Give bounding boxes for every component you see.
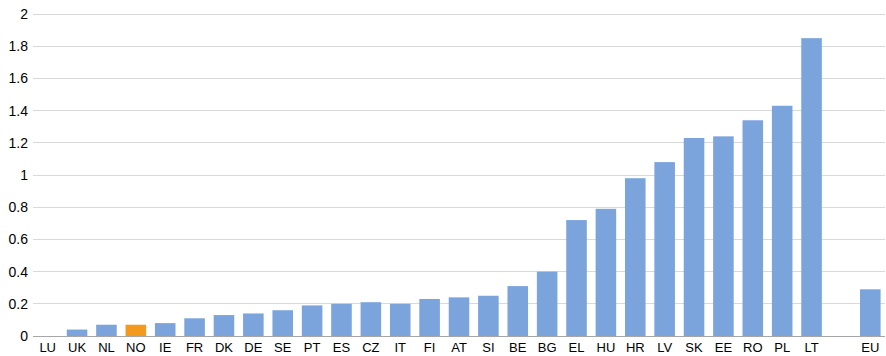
y-tick-label: 0.8 — [9, 199, 29, 215]
bar — [67, 330, 88, 336]
bar — [860, 289, 881, 336]
y-tick-label: 0.2 — [9, 296, 29, 312]
x-tick-label: PT — [304, 340, 321, 355]
bar — [243, 313, 264, 336]
x-tick-label: HU — [597, 340, 616, 355]
bar — [478, 296, 499, 336]
y-tick-label: 1 — [20, 167, 28, 183]
bar — [155, 323, 176, 336]
x-tick-label: SI — [482, 340, 494, 355]
x-tick-label: NL — [98, 340, 115, 355]
x-tick-label: ES — [333, 340, 351, 355]
x-tick-label: SK — [685, 340, 703, 355]
x-tick-label: LU — [39, 340, 56, 355]
bar — [361, 302, 382, 336]
x-tick-label: FI — [424, 340, 436, 355]
x-tick-label: AT — [451, 340, 467, 355]
bar — [684, 138, 705, 336]
bar — [625, 178, 646, 336]
y-tick-label: 0.4 — [9, 264, 29, 280]
bar — [390, 304, 411, 336]
x-tick-label: CZ — [362, 340, 379, 355]
x-tick-label: EE — [715, 340, 733, 355]
grid-line — [33, 110, 885, 111]
chart: 0 0.2 0.4 0.6 0.8 1 1.2 1.4 1.6 1.8 2 LU UK NL NO IE FR D… — [0, 0, 886, 356]
x-tick-label: PL — [774, 340, 790, 355]
x-tick-label: IT — [394, 340, 406, 355]
x-tick-label: DK — [215, 340, 233, 355]
bar — [214, 315, 235, 336]
y-tick-label: 1.2 — [9, 135, 29, 151]
bar — [537, 272, 558, 336]
y-tick-label: 1.4 — [9, 103, 29, 119]
x-tick-label: BG — [538, 340, 557, 355]
grid-line — [33, 14, 885, 15]
bar — [507, 286, 528, 336]
x-tick-label: LV — [657, 340, 672, 355]
bar — [419, 299, 440, 336]
bar — [801, 38, 822, 336]
bar — [331, 304, 352, 336]
x-tick-label: HR — [626, 340, 645, 355]
x-tick-label: BE — [509, 340, 527, 355]
bar — [37, 336, 58, 337]
bar — [302, 305, 323, 336]
bar — [126, 325, 147, 336]
bar — [654, 162, 675, 336]
bar — [184, 318, 205, 336]
x-tick-label: UK — [68, 340, 86, 355]
x-tick-label: SE — [274, 340, 292, 355]
grid-line — [33, 78, 885, 79]
x-tick-label: LT — [804, 340, 818, 355]
x-tick-label: EU — [861, 340, 879, 355]
y-tick-label: 1.6 — [9, 70, 29, 86]
bars — [67, 38, 881, 336]
y-tick-label: 0 — [20, 328, 28, 344]
bar — [566, 220, 587, 336]
x-tick-label: NO — [126, 340, 146, 355]
x-tick-label: EL — [569, 340, 585, 355]
bar — [596, 209, 617, 336]
y-tick-label: 1.8 — [9, 38, 29, 54]
x-tick-label: IE — [159, 340, 172, 355]
x-tick-label: FR — [186, 340, 203, 355]
grid-line — [33, 46, 885, 47]
bar — [96, 325, 117, 336]
bar — [272, 310, 293, 336]
bar — [772, 106, 793, 336]
grid — [33, 14, 885, 336]
y-tick-label: 0.6 — [9, 231, 29, 247]
bar — [713, 136, 734, 336]
bar — [743, 120, 764, 336]
x-tick-label: DE — [244, 340, 262, 355]
bar — [449, 297, 470, 336]
y-tick-label: 2 — [20, 6, 28, 22]
x-tick-label: RO — [743, 340, 763, 355]
